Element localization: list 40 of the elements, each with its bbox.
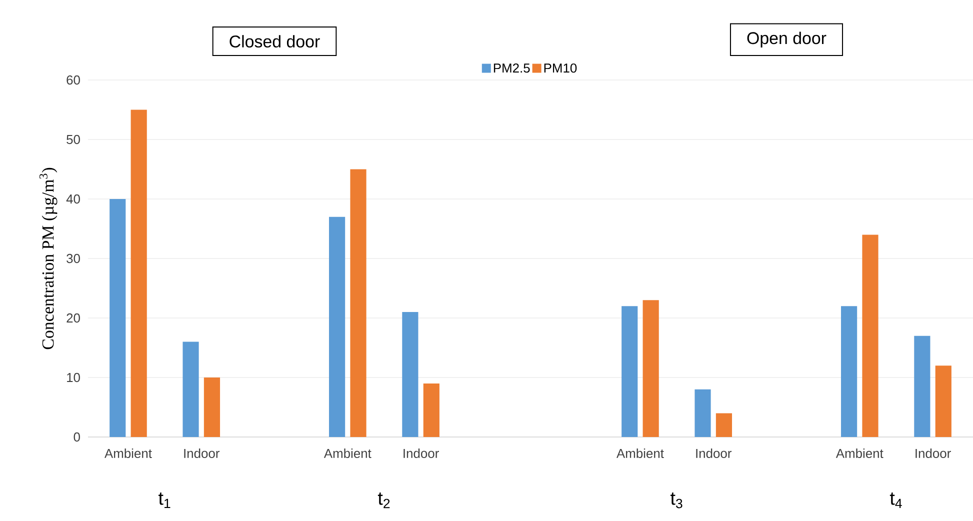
- bar: [622, 306, 638, 437]
- bar: [423, 383, 440, 437]
- bar: [716, 413, 732, 437]
- legend-label: PM2.5: [494, 63, 530, 73]
- bar: [130, 110, 147, 437]
- bar: [862, 234, 878, 437]
- text: t$_{2}$: [378, 492, 390, 508]
- x-tick-label: Ambient: [616, 448, 664, 458]
- bar: [840, 306, 858, 437]
- bar: [935, 366, 952, 437]
- y-tick-label: 50: [66, 134, 80, 144]
- bar: [204, 378, 220, 437]
- x-tick-label: Indoor: [696, 448, 732, 458]
- text: t$_{3}$: [670, 492, 682, 508]
- bar: [402, 312, 418, 437]
- bar: [350, 169, 366, 437]
- y-tick-label: 0: [74, 432, 80, 442]
- y-tick-label: 10: [67, 372, 80, 382]
- bar: [694, 389, 711, 437]
- y-axis-title: Concentration PM (µg/m$^{3}$): [39, 168, 58, 350]
- bar: [182, 342, 199, 437]
- x-tick-label: Indoor: [916, 448, 951, 458]
- x-tick-label: Indoor: [404, 448, 439, 458]
- bar: [329, 216, 346, 437]
- bar: [642, 300, 659, 437]
- x-tick-label: Ambient: [104, 448, 152, 458]
- x-tick-label: Ambient: [836, 448, 884, 458]
- y-tick-label: 30: [66, 254, 80, 264]
- y-tick-label: 20: [66, 313, 80, 323]
- bar: [914, 336, 930, 437]
- legend-label: PM10: [544, 63, 577, 73]
- text: t$_{1}$: [158, 492, 170, 508]
- text: t$_{4}$: [890, 492, 902, 508]
- x-tick-label: Indoor: [184, 448, 220, 458]
- y-tick-label: 40: [66, 194, 80, 204]
- bar: [110, 198, 126, 437]
- x-tick-label: Ambient: [324, 448, 372, 458]
- text: Open door: [747, 32, 826, 48]
- text: Closed door: [230, 35, 320, 48]
- y-tick-label: 60: [66, 75, 80, 85]
